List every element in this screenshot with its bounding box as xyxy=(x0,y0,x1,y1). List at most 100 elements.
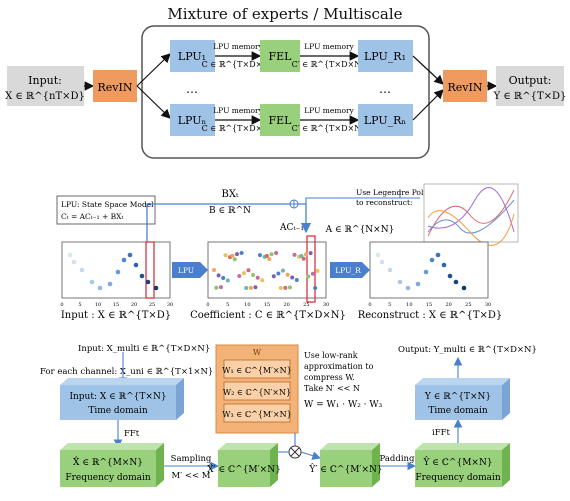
feln-label: FEL xyxy=(269,114,293,127)
scatter-dot xyxy=(405,285,411,291)
x-tick-label: 30 xyxy=(167,302,173,308)
scatter-dot xyxy=(301,256,306,261)
x-tick-label: 15 xyxy=(113,302,119,308)
mem1-shape-rn: C ∈ ℝ^{T×D×N} xyxy=(202,124,275,133)
lpu1-box xyxy=(170,40,215,72)
lpur-arrow xyxy=(330,262,370,278)
scatter-dot xyxy=(264,253,269,258)
output-shape: Y ∈ ℝ^{T×D} xyxy=(493,91,567,102)
scatter-dot xyxy=(441,262,447,268)
scatter-dot xyxy=(212,268,216,272)
scatter-dot xyxy=(429,257,435,263)
lpur-arrow-label: LPU_R xyxy=(335,266,361,275)
mem1-shape-r1: C ∈ ℝ^{T×D×N} xyxy=(202,60,275,69)
scatter-dot xyxy=(287,285,292,290)
scatter-dot xyxy=(237,273,242,278)
scatter-dot xyxy=(267,257,272,262)
w1-label: W₁ ∈ ℂ^{M′×N} xyxy=(222,366,291,375)
scatter-dot xyxy=(313,285,318,290)
lpun-label: LPUₙ xyxy=(178,114,207,127)
scatter-dot xyxy=(153,285,159,291)
fel-yhat-box xyxy=(415,450,502,487)
scatter-dot xyxy=(244,285,249,290)
x-tick-label: 15 xyxy=(264,302,270,308)
scatter-dot xyxy=(115,269,121,275)
scatter-dot xyxy=(251,273,256,278)
lpu-arrow-label: LPU xyxy=(178,266,194,275)
fel-yhat-line1: Ŷ ∈ ℂ^{M×N} xyxy=(422,456,492,468)
lowrank-3: compress W. xyxy=(304,373,355,382)
ifft-label: iFFt xyxy=(432,428,451,438)
scatter-dot xyxy=(79,267,85,273)
lpu-arrow xyxy=(172,262,208,278)
scatter-dot xyxy=(71,259,77,265)
x-tick-label: 0 xyxy=(60,302,63,308)
a-shape: A ∈ ℝ^{N×N} xyxy=(325,225,395,235)
scatter-dot xyxy=(127,252,133,258)
scatter-dot xyxy=(274,251,279,256)
output-multi: Output: Y_multi ∈ ℝ^{T×D×N} xyxy=(398,345,537,355)
revin-in-label: RevIN xyxy=(98,81,133,94)
revin-out-box xyxy=(443,70,487,102)
scatter-dot xyxy=(223,253,228,258)
x-tick-label: 0 xyxy=(206,302,209,308)
scatter-dot xyxy=(253,285,258,290)
scatter-dot xyxy=(232,257,237,262)
w-label: W xyxy=(253,348,262,357)
fel1-box xyxy=(260,40,300,72)
x-tick-label: 20 xyxy=(131,302,137,308)
scatter-dot xyxy=(308,251,313,256)
bx-label: BXₜ xyxy=(222,189,239,200)
caption-coef: Coefficient : C ∈ ℝ^{T×D×N} xyxy=(190,310,346,321)
input-box xyxy=(7,66,84,106)
fel-yhat-line2: Frequency domain xyxy=(415,473,500,483)
scatter-dot xyxy=(415,281,421,287)
scatter-dot xyxy=(292,252,297,257)
legendre-note-2: to reconstruct: xyxy=(356,198,413,207)
scatter-dot xyxy=(278,285,283,290)
moe-frame xyxy=(141,25,430,159)
moe-title: Mixture of experts / Multiscale xyxy=(167,5,403,23)
scatter-dot xyxy=(248,285,253,290)
x-ticks: 0 5 10 15 20 25 30 0 5 10 15 20 25 30 0 5 10 15 20 25 30 xyxy=(60,302,491,308)
feln-box xyxy=(260,104,300,136)
scatter-dot xyxy=(306,274,311,279)
x-tick-label: 0 xyxy=(368,302,371,308)
mem2-shape-rn: C′ ∈ ℝ^{T×D×N} xyxy=(292,124,367,133)
fel-xhat-line1: X̂ ∈ ℝ^{M×N} xyxy=(73,456,143,468)
x-tick-label: 25 xyxy=(303,302,309,308)
x-tick-label: 10 xyxy=(406,302,412,308)
scatter-dot xyxy=(139,273,145,279)
legendre-note-1: Use Legendre Polynomials xyxy=(356,188,457,197)
scatter-dot xyxy=(379,259,385,265)
fel-xhat-box xyxy=(60,450,156,487)
scatter-dot xyxy=(214,285,219,290)
scatter-dot xyxy=(423,269,429,275)
input-highlight xyxy=(145,241,155,299)
x-tick-label: 20 xyxy=(445,302,451,308)
caption-recon: Reconstruct : X ∈ ℝ^{T×D} xyxy=(358,310,503,321)
fel-input-line1: Input: X ∈ ℝ^{T×N} xyxy=(69,392,166,402)
x-tick-label: 10 xyxy=(244,302,250,308)
scatter-dot xyxy=(241,271,246,276)
scatter-dot xyxy=(133,262,139,268)
scatter-dot xyxy=(276,271,281,276)
coef-highlight xyxy=(306,235,316,303)
scatter-dot xyxy=(246,268,251,273)
sampling-label: Sampling xyxy=(171,454,212,464)
scatter-dot xyxy=(304,252,308,257)
scatter-dot xyxy=(453,279,459,285)
scatter-dot xyxy=(281,268,285,273)
w2-label: W₂ ∈ ℂ^{N′×N} xyxy=(223,388,291,397)
x-tick-label: 10 xyxy=(95,302,101,308)
x-tick-label: 15 xyxy=(426,302,432,308)
scatter-dot xyxy=(89,279,95,285)
scatter-dot xyxy=(255,275,260,280)
lowrank-1: Use low-rank xyxy=(304,351,358,360)
fel-xprime-label: X̂′ ∈ ℂ^{M′×N} xyxy=(207,463,281,475)
scatter-dot xyxy=(375,252,381,258)
ssm-box xyxy=(56,195,156,225)
fel1-label: FEL xyxy=(269,50,293,63)
fel-input-line2: Time domain xyxy=(88,406,148,416)
